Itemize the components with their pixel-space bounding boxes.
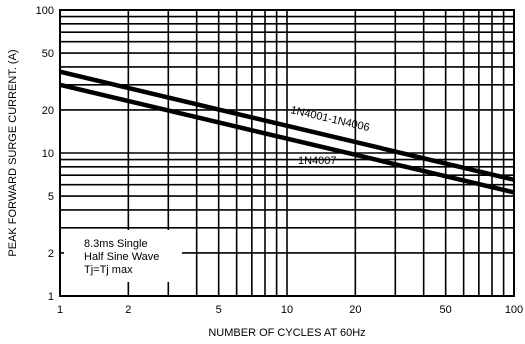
series-label-1n4007: 1N4007 xyxy=(298,155,337,167)
x-axis-title: NUMBER OF CYCLES AT 60Hz xyxy=(208,327,365,339)
y-tick-label: 50 xyxy=(42,48,54,60)
y-tick-label: 1 xyxy=(48,291,54,303)
annotation-line-1: 8.3ms Single xyxy=(84,238,148,250)
x-tick-label: 100 xyxy=(505,304,523,316)
x-tick-label: 20 xyxy=(349,304,361,316)
x-tick-label: 5 xyxy=(216,304,222,316)
x-tick-label: 50 xyxy=(440,304,452,316)
x-tick-label: 1 xyxy=(57,304,63,316)
y-tick-label: 10 xyxy=(42,148,54,160)
y-tick-label: 5 xyxy=(48,191,54,203)
tick-labels: 1 2 5 10 20 50 100 1 2 5 10 20 50 100 xyxy=(36,5,524,316)
annotation-line-3: Tj=Tj max xyxy=(84,264,133,276)
y-tick-label: 100 xyxy=(36,5,54,17)
x-tick-label: 10 xyxy=(281,304,293,316)
series-line-2 xyxy=(59,82,515,195)
series-line-1 xyxy=(59,69,515,182)
y-tick-label: 2 xyxy=(48,248,54,260)
y-axis-title: PEAK FORWARD SURGE CURRENT. (A) xyxy=(7,49,19,256)
series-lines xyxy=(59,69,515,195)
y-tick-label: 20 xyxy=(42,105,54,117)
plot-frame xyxy=(59,9,515,297)
annotation-box xyxy=(64,230,182,282)
x-tick-label: 2 xyxy=(125,304,131,316)
annotation-line-2: Half Sine Wave xyxy=(84,251,159,263)
